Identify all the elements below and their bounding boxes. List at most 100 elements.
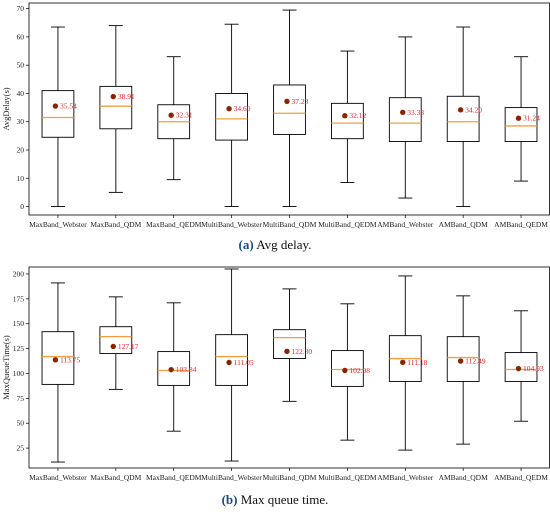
mean-marker (168, 366, 174, 373)
mean-marker (342, 367, 348, 374)
iqr-box (446, 336, 480, 382)
x-tick-label: MaxBand_QDM (90, 220, 141, 229)
mean-marker (400, 359, 406, 366)
x-tick-label: AMBand_QEDM (494, 473, 548, 482)
box-0: 35.54 MaxBand_Webster (29, 26, 87, 229)
mean-marker (168, 112, 174, 118)
mean-marker (226, 359, 232, 366)
iqr-box (504, 107, 538, 142)
box-3: 111.05 MultiBand_Webster (201, 268, 262, 482)
iqr-box (41, 90, 75, 138)
mean-marker (284, 98, 290, 104)
mean-label: 122.30 (292, 347, 313, 356)
chart-panel-0: 0 10 20 30 40 50 60 70 AvgDelay(s) 35.54 MaxBand_W… (1, 2, 550, 229)
iqr-box (388, 97, 422, 142)
y-tick-label: 40 (17, 89, 25, 98)
caption-a: (a) Avg delay. (0, 237, 550, 253)
x-tick-label: AMBand_Webster (377, 473, 434, 482)
y-tick-label: 70 (17, 4, 25, 13)
x-tick-label: AMBand_QEDM (494, 220, 548, 229)
x-tick-label: MultiBand_QEDM (318, 220, 377, 229)
mean-marker (226, 106, 232, 112)
y-tick-label: 10 (17, 174, 25, 183)
y-tick-label: 75 (17, 394, 25, 403)
mean-label: 111.18 (407, 358, 427, 367)
x-tick-label: MaxBand_QEDM (146, 220, 202, 229)
mean-marker (52, 357, 59, 363)
box-2: 32.31 MaxBand_QEDM (146, 56, 202, 229)
box-6: 111.18 AMBand_Webster (377, 275, 434, 482)
iqr-box (41, 331, 75, 385)
mean-label: 34.60 (234, 104, 251, 113)
x-tick-label: MultiBand_Webster (201, 220, 262, 229)
box-6: 33.33 AMBand_Webster (377, 36, 434, 229)
y-tick-label: 100 (13, 369, 25, 378)
box-1: 38.91 MaxBand_QDM (90, 25, 142, 229)
mean-label: 104.93 (523, 364, 544, 373)
iqr-box (215, 334, 248, 386)
mean-label: 32.31 (176, 111, 193, 120)
mean-label: 127.17 (118, 342, 139, 351)
mean-label: 34.20 (465, 105, 482, 114)
x-tick-label: MultiBand_QDM (263, 473, 317, 482)
mean-label: 37.23 (292, 97, 309, 106)
box-8: 104.93 AMBand_QEDM (494, 310, 548, 482)
box-3: 34.60 MultiBand_Webster (201, 23, 262, 229)
y-tick-label: 30 (17, 117, 25, 126)
box-7: 34.20 AMBand_QDM (439, 26, 488, 229)
iqr-box (446, 95, 480, 142)
iqr-box (504, 352, 538, 382)
mean-marker (400, 109, 406, 116)
mean-marker (110, 93, 116, 100)
x-tick-label: MaxBand_QEDM (146, 473, 202, 482)
y-tick-label: 200 (13, 269, 25, 278)
x-tick-label: MaxBand_Webster (29, 220, 87, 229)
box-1: 127.17 MaxBand_QDM (90, 296, 142, 482)
caption-a-text: Avg delay. (256, 237, 312, 252)
iqr-box (215, 93, 248, 141)
caption-b-label: (b) (221, 492, 238, 507)
mean-label: 111.05 (234, 358, 254, 367)
y-tick-label: 175 (13, 294, 25, 303)
mean-marker (457, 358, 464, 364)
mean-marker (284, 348, 290, 354)
x-tick-label: AMBand_QDM (439, 220, 488, 229)
y-axis-label: MaxQueueTime(s) (1, 335, 11, 400)
x-tick-label: AMBand_Webster (377, 220, 434, 229)
iqr-box (157, 351, 191, 386)
y-tick-label: 125 (13, 344, 25, 353)
mean-marker (342, 113, 348, 119)
mean-label: 113.75 (60, 355, 81, 364)
mean-marker (52, 103, 59, 109)
mean-marker (515, 115, 522, 121)
x-tick-label: MaxBand_Webster (29, 473, 87, 482)
y-tick-label: 25 (17, 444, 25, 453)
iqr-box (273, 84, 306, 135)
mean-label: 112.49 (465, 357, 486, 366)
mean-label: 31.24 (523, 114, 540, 123)
caption-b: (b) Max queue time. (0, 492, 550, 508)
mean-label: 102.98 (349, 366, 370, 375)
x-tick-label: AMBand_QDM (439, 473, 488, 482)
mean-label: 103.84 (176, 365, 197, 374)
y-tick-label: 150 (13, 319, 25, 328)
mean-label: 33.33 (407, 108, 424, 117)
mean-marker (110, 343, 116, 350)
box-5: 32.12 MultiBand_QEDM (318, 50, 377, 229)
box-2: 103.84 MaxBand_QEDM (146, 302, 202, 482)
iqr-box (331, 350, 364, 387)
mean-label: 38.91 (118, 92, 135, 101)
caption-b-text: Max queue time. (240, 492, 329, 507)
iqr-box (99, 85, 133, 130)
mean-marker (457, 107, 464, 113)
x-tick-label: MultiBand_Webster (201, 473, 262, 482)
mean-label: 35.54 (60, 102, 77, 111)
box-7: 112.49 AMBand_QDM (439, 295, 488, 482)
iqr-box (273, 329, 306, 359)
mean-label: 32.12 (349, 111, 366, 120)
box-8: 31.24 AMBand_QEDM (494, 56, 548, 229)
box-0: 113.75 MaxBand_Webster (29, 282, 87, 482)
mean-marker (515, 365, 522, 372)
y-axis-label: AvgDelay(s) (1, 87, 11, 130)
